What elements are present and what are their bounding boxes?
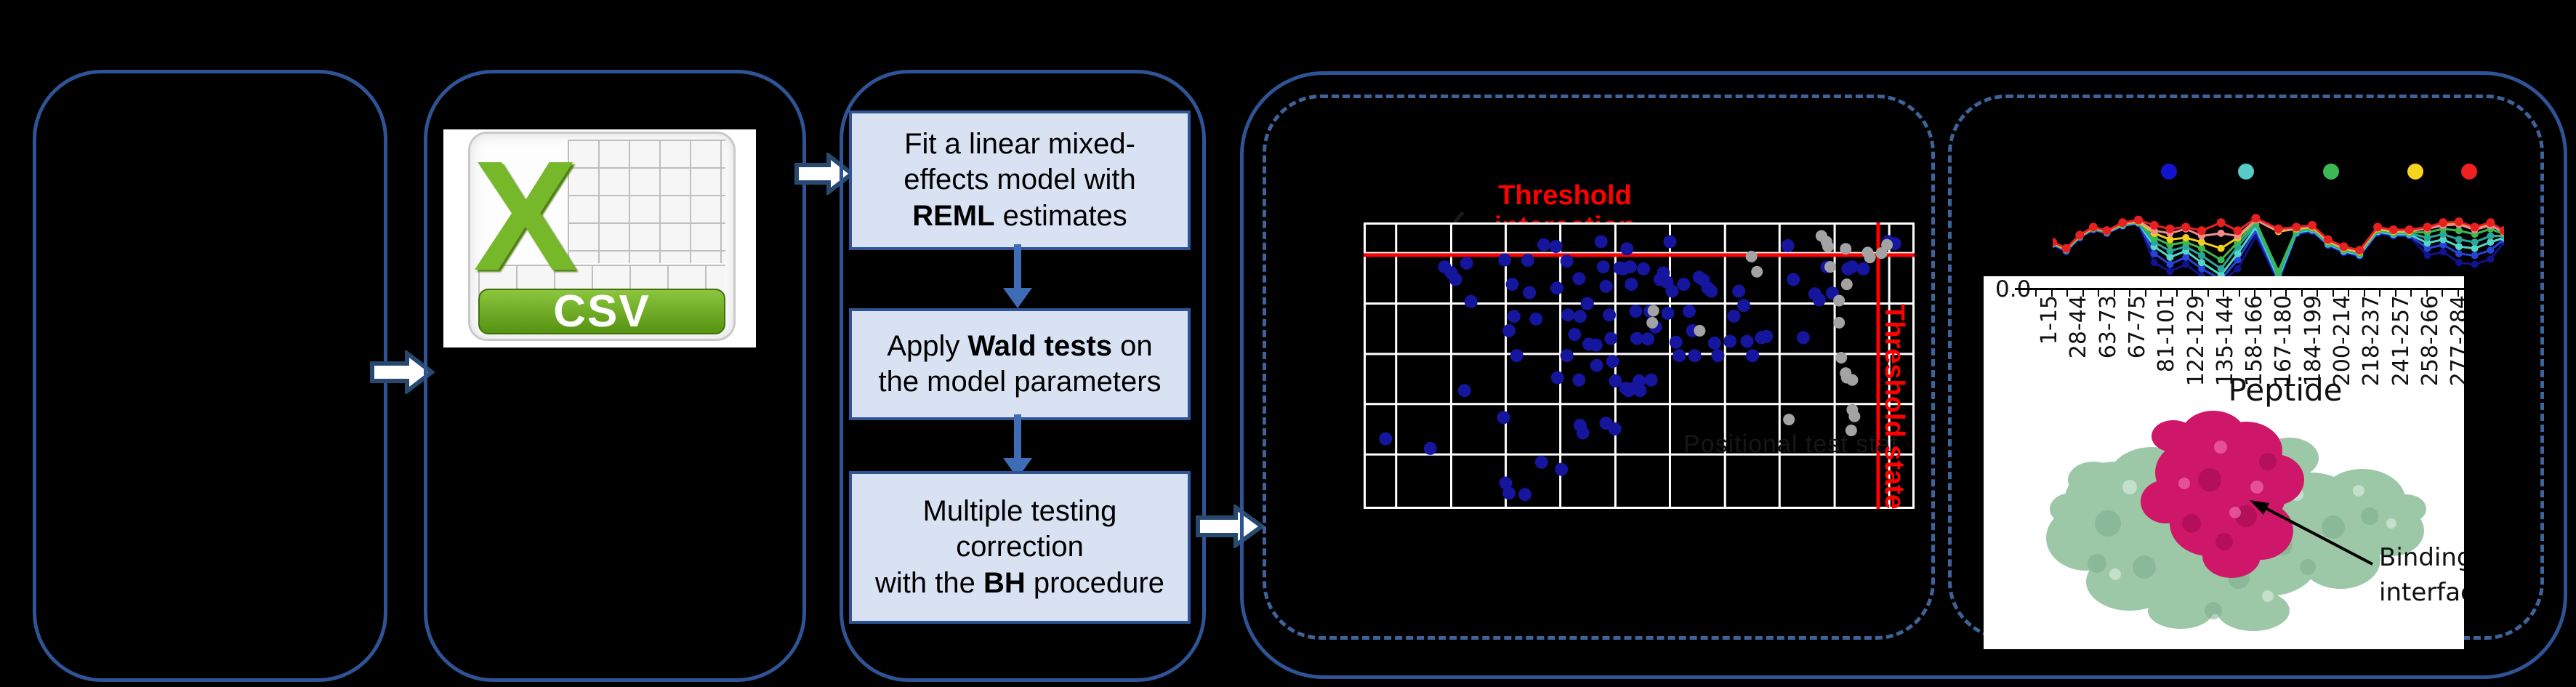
stage-1-box <box>33 70 387 682</box>
axis-tick <box>2363 290 2365 297</box>
flow-step-reml: Fit a linear mixed-effects model with REM… <box>849 111 1191 250</box>
axis-tick <box>2160 290 2162 297</box>
results-group-box <box>1240 71 2567 679</box>
csv-banner: CSV <box>478 286 725 337</box>
protein-magenta-shading <box>2182 453 2277 550</box>
axis-tick <box>2066 290 2068 297</box>
axis-tick <box>2223 290 2224 297</box>
protein-magenta-highlights <box>2178 441 2263 518</box>
binding-interface-label: Binding interface <box>2379 543 2464 607</box>
threshold-state-label: Threshold state <box>1879 304 1909 510</box>
axis-tick <box>2332 290 2334 297</box>
flow-step-bh: Multiple testing correction with the BH pr… <box>849 471 1191 624</box>
flow-arrow-down-1-icon <box>1003 244 1032 308</box>
axis-tick <box>2426 290 2428 297</box>
axis-tick <box>2348 290 2349 297</box>
x-axis-line <box>2015 288 2464 290</box>
axis-tick <box>2175 290 2178 297</box>
axis-tick <box>2285 290 2287 297</box>
stage-2-box <box>424 70 806 682</box>
peptide-axis-panel: 0.0 1-15 28-44 63-73 67-75 81-101 122-129 135-… <box>1984 276 2464 649</box>
axis-tick <box>2269 290 2271 297</box>
axis-tick <box>2238 290 2240 297</box>
legend-dot-1 <box>2238 164 2254 180</box>
csv-grid-top <box>568 140 725 263</box>
axis-tick <box>2082 290 2084 297</box>
axis-tick <box>2098 290 2099 297</box>
legend-dot-4 <box>2461 164 2477 180</box>
axis-tick <box>2457 290 2459 297</box>
legend-dot-2 <box>2323 164 2339 180</box>
axis-tick <box>2035 290 2037 297</box>
arrow-stage1-to-stage2-icon <box>370 350 435 394</box>
uptake-line-chart <box>2053 214 2504 285</box>
binding-interface-arrow <box>2250 500 2373 566</box>
faint-axis-text: Positional test stat <box>1683 430 1899 458</box>
protein-structure-image <box>2046 411 2426 631</box>
scatter-panel <box>1263 95 1935 640</box>
csv-file-icon: X CSV <box>443 128 756 347</box>
axis-tick <box>2379 290 2380 297</box>
axis-tick <box>2113 290 2115 297</box>
axis-tick <box>2410 290 2412 297</box>
axis-tick <box>2442 290 2443 297</box>
csv-page: X CSV <box>468 128 736 341</box>
stage-3-box <box>840 70 1206 682</box>
axis-tick <box>2050 290 2053 297</box>
flow-arrow-down-2-icon <box>1003 414 1032 478</box>
threshold-scatter-chart <box>1364 222 1915 509</box>
x-axis-title: Peptide <box>2228 372 2343 408</box>
excel-x-glyph: X <box>473 127 578 303</box>
axis-tick <box>2129 290 2130 297</box>
legend-dot-0 <box>2161 164 2177 180</box>
axis-tick <box>2254 290 2255 297</box>
axis-tick <box>2191 290 2193 297</box>
arrow-stage3-to-results-icon <box>1196 505 1265 548</box>
legend-dot-3 <box>2407 164 2423 180</box>
axis-tick <box>2207 290 2209 297</box>
axis-tick <box>2144 290 2146 297</box>
axis-tick <box>2317 290 2318 297</box>
flow-step-wald: Apply Wald tests on the model parameters <box>849 308 1191 420</box>
axis-tick <box>2394 290 2396 297</box>
axis-tick <box>2301 290 2303 297</box>
